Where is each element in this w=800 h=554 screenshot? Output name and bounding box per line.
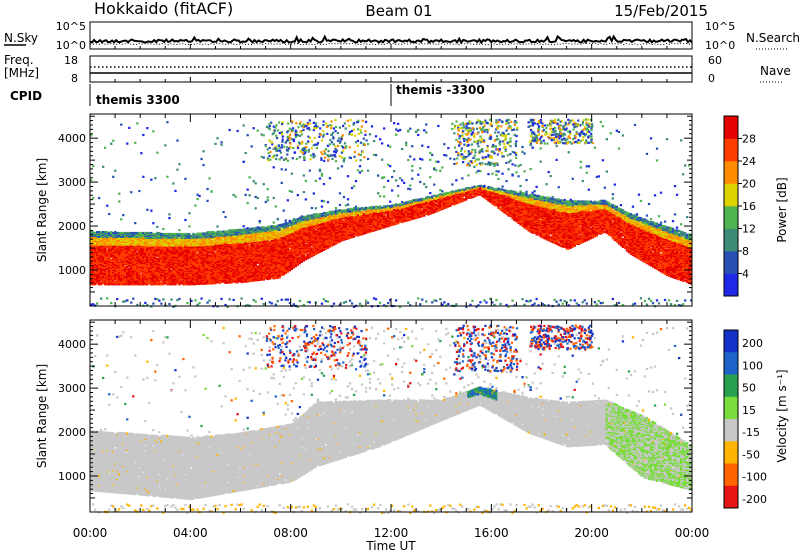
noise-right-top-tick: 10^5: [705, 20, 735, 33]
y-tick-label: 4000: [58, 132, 86, 145]
velocity-colorbar-label: Velocity [m s⁻¹]: [775, 369, 789, 462]
y-tick-label: 3000: [58, 382, 86, 395]
noise-left-bottom-tick: 10^0: [56, 39, 86, 52]
freq-left-top-tick: 18: [64, 54, 78, 67]
colorbar-tick-label: -200: [742, 493, 767, 506]
noise-left-label: N.Sky: [4, 31, 38, 45]
x-tick-label: 12:00: [374, 526, 409, 540]
cpid-label: CPID: [10, 89, 42, 103]
x-tick-label: 16:00: [474, 526, 509, 540]
colorbar-segment: [724, 397, 738, 420]
colorbar-segment: [724, 419, 738, 442]
velocity-colorbar: 200 100 50 15 -15 -50 -100 -200 Velocity [m s⁻¹…: [724, 330, 789, 508]
x-axis-label: Time UT: [365, 539, 416, 553]
noise-left-top-tick: 10^5: [56, 20, 86, 33]
freq-left-bottom-tick: 8: [71, 72, 78, 85]
colorbar-tick-label: -15: [742, 426, 760, 439]
colorbar-tick-label: 8: [742, 245, 749, 258]
noise-panel: N.Sky 10^5 10^0 10^5 10^0 N.Search: [4, 20, 800, 52]
colorbar-segment: [724, 116, 738, 139]
velocity-heatmap: [90, 324, 692, 514]
power-panel: 1000 2000 3000 4000 Slant Range [km]: [35, 114, 692, 308]
colorbar-tick-label: -100: [742, 471, 767, 484]
noise-right-label: N.Search: [746, 31, 800, 45]
x-tick-label: 20:00: [574, 526, 609, 540]
colorbar-segment: [724, 330, 738, 353]
freq-right-bottom-tick: 0: [708, 72, 715, 85]
velocity-ylabel: Slant Range [km]: [35, 364, 49, 468]
colorbar-tick-label: 24: [742, 155, 756, 168]
colorbar-tick-label: 200: [742, 337, 763, 350]
colorbar-segment: [724, 184, 738, 207]
colorbar-segment: [724, 352, 738, 375]
power-colorbar-label: Power [dB]: [775, 177, 789, 242]
colorbar-tick-label: 4: [742, 268, 749, 281]
y-tick-label: 1000: [58, 264, 86, 277]
power-colorbar: 4 8 12 16 20 24 28 Power [dB]: [724, 116, 789, 296]
y-tick-label: 1000: [58, 470, 86, 483]
colorbar-tick-label: -50: [742, 448, 760, 461]
x-tick-label: 00:00: [675, 526, 710, 540]
frequency-panel: Freq. [MHz] 18 8 60 0 Nave: [4, 53, 791, 85]
freq-label-1: Freq.: [4, 53, 34, 67]
noise-right-bottom-tick: 10^0: [705, 39, 735, 52]
y-tick-label: 2000: [58, 220, 86, 233]
cpid-segment-2: themis -3300: [396, 83, 485, 97]
cpid-panel: CPID themis 3300 themis -3300: [10, 83, 485, 107]
y-tick-label: 4000: [58, 338, 86, 351]
power-heatmap: [90, 119, 692, 309]
x-tick-label: 08:00: [273, 526, 308, 540]
beam-title: Beam 01: [365, 2, 432, 20]
noise-sky-line: [90, 37, 692, 43]
colorbar-tick-label: 16: [742, 200, 756, 213]
freq-right-top-tick: 60: [708, 54, 722, 67]
date-title: 15/Feb/2015: [614, 2, 708, 20]
cpid-segment-1: themis 3300: [96, 93, 180, 107]
colorbar-tick-label: 12: [742, 223, 756, 236]
colorbar-segment: [724, 206, 738, 229]
colorbar-tick-label: 28: [742, 133, 756, 146]
colorbar-segment: [724, 375, 738, 398]
colorbar-tick-label: 100: [742, 359, 763, 372]
colorbar-segment: [724, 441, 738, 464]
x-tick-label: 00:00: [73, 526, 108, 540]
colorbar-tick-label: 50: [742, 382, 756, 395]
colorbar-segment: [724, 161, 738, 184]
colorbar-segment: [724, 486, 738, 509]
nave-label: Nave: [760, 64, 791, 78]
x-tick-label: 04:00: [173, 526, 208, 540]
power-ylabel: Slant Range [km]: [35, 158, 49, 262]
colorbar-tick-label: 15: [742, 404, 756, 417]
colorbar-segment: [724, 274, 738, 297]
station-title: Hokkaido (fitACF): [94, 0, 233, 18]
colorbar-tick-label: 20: [742, 178, 756, 191]
velocity-panel: 1000 2000 3000 4000 Slant Range [km]: [35, 320, 692, 514]
colorbar-segment: [724, 464, 738, 487]
freq-label-2: [MHz]: [4, 66, 39, 80]
colorbar-segment: [724, 139, 738, 162]
y-tick-label: 3000: [58, 176, 86, 189]
colorbar-segment: [724, 251, 738, 274]
y-tick-label: 2000: [58, 426, 86, 439]
colorbar-segment: [724, 229, 738, 252]
